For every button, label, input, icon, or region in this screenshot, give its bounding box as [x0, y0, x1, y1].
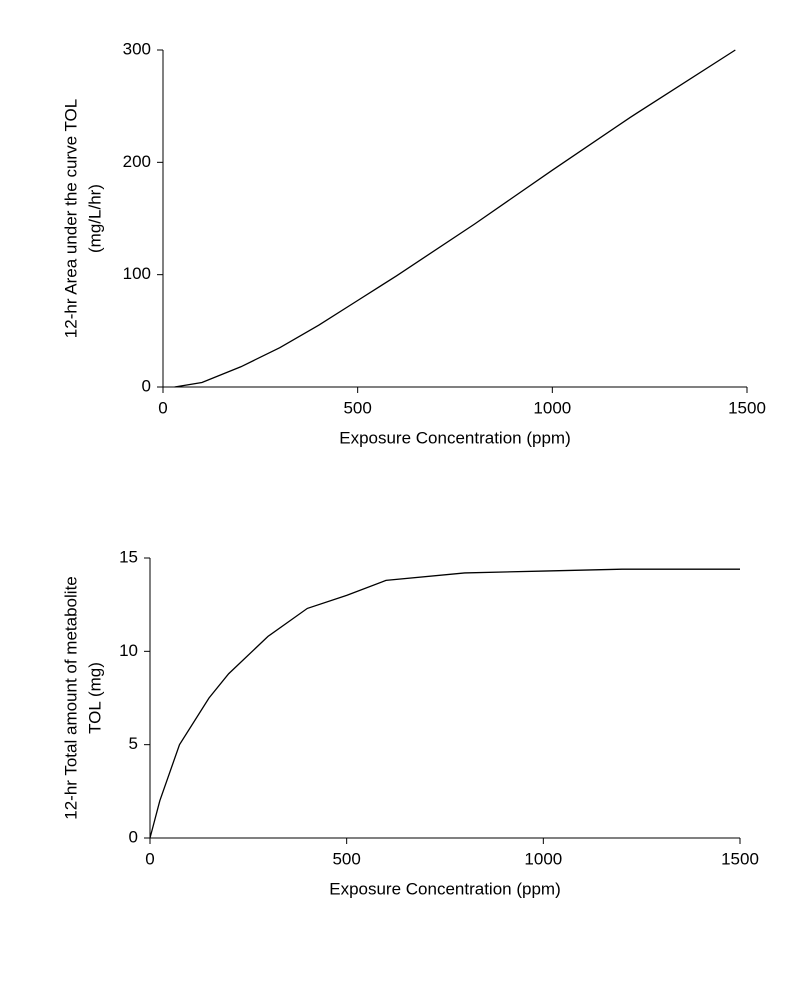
x-tick-label: 1500 — [728, 398, 766, 417]
y-tick-label: 0 — [129, 827, 138, 846]
data-line — [174, 49, 736, 388]
x-tick-label: 0 — [158, 398, 167, 417]
x-tick-label: 1000 — [533, 398, 571, 417]
data-line — [149, 568, 740, 839]
x-tick-label: 1000 — [524, 849, 562, 868]
y-axis-label: 12-hr Area under the curve TOL — [61, 99, 80, 338]
y-tick-label: 100 — [123, 264, 151, 283]
y-tick-label: 300 — [123, 39, 151, 58]
y-axis-label: 12-hr Total amount of metabolite — [61, 576, 80, 820]
y-axis-label: (mg/L/hr) — [85, 184, 104, 253]
x-tick-label: 500 — [332, 849, 360, 868]
x-axis-label: Exposure Concentration (ppm) — [339, 428, 571, 447]
x-tick-label: 1500 — [721, 849, 759, 868]
y-tick-label: 0 — [142, 376, 151, 395]
y-tick-label: 10 — [119, 641, 138, 660]
y-tick-label: 5 — [129, 734, 138, 753]
y-tick-label: 15 — [119, 547, 138, 566]
y-tick-label: 200 — [123, 152, 151, 171]
x-axis-label: Exposure Concentration (ppm) — [329, 879, 561, 898]
y-axis-label: TOL (mg) — [85, 662, 104, 734]
x-tick-label: 500 — [343, 398, 371, 417]
x-tick-label: 0 — [145, 849, 154, 868]
